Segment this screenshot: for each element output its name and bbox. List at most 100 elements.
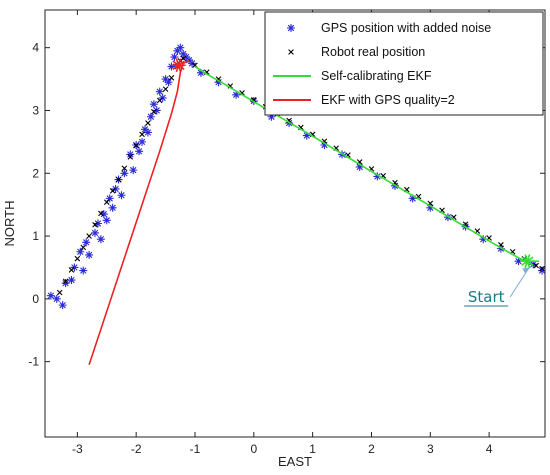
series-2 bbox=[194, 65, 540, 269]
data-point bbox=[52, 294, 61, 303]
data-point bbox=[151, 108, 157, 115]
data-point bbox=[103, 199, 110, 205]
data-point bbox=[126, 150, 135, 159]
x-tick-label: 0 bbox=[250, 442, 257, 456]
annotation-text: Start bbox=[468, 288, 505, 306]
data-point bbox=[58, 301, 67, 310]
data-point bbox=[426, 203, 435, 212]
data-point bbox=[135, 147, 144, 156]
annotation-arrowhead bbox=[522, 267, 531, 274]
data-point bbox=[355, 162, 364, 171]
data-point bbox=[56, 289, 63, 296]
data-point bbox=[96, 235, 105, 244]
data-point bbox=[80, 244, 87, 251]
legend-entry-label: Robot real position bbox=[321, 45, 425, 59]
data-point bbox=[514, 257, 523, 266]
data-point bbox=[529, 260, 538, 269]
data-point bbox=[82, 238, 91, 247]
legend-box bbox=[264, 11, 544, 116]
legend-swatch bbox=[288, 49, 294, 55]
data-point bbox=[158, 93, 167, 102]
data-point bbox=[105, 194, 114, 203]
x-tick-label: 2 bbox=[368, 442, 375, 456]
data-point bbox=[408, 194, 417, 203]
data-point bbox=[93, 219, 102, 228]
legend-swatch bbox=[287, 24, 295, 32]
x-tick-label: 4 bbox=[486, 442, 493, 456]
x-tick-label: -2 bbox=[131, 442, 142, 456]
data-point bbox=[68, 267, 75, 273]
y-tick-label: 2 bbox=[32, 166, 39, 180]
plot-frame bbox=[44, 9, 546, 438]
y-axis-label: NORTH bbox=[2, 201, 17, 247]
data-point bbox=[173, 46, 182, 55]
series-3 bbox=[88, 58, 190, 366]
data-point bbox=[161, 75, 170, 84]
x-tick-label: -3 bbox=[72, 442, 83, 456]
data-point bbox=[102, 216, 111, 225]
data-point bbox=[79, 266, 88, 275]
data-point bbox=[185, 56, 194, 65]
data-point bbox=[111, 184, 120, 193]
data-point bbox=[170, 53, 179, 62]
data-point bbox=[108, 203, 117, 212]
data-point bbox=[149, 100, 158, 109]
data-point bbox=[91, 228, 99, 237]
y-tick-label: 3 bbox=[32, 103, 39, 117]
data-point bbox=[176, 43, 185, 52]
data-point bbox=[167, 62, 176, 71]
data-point bbox=[92, 221, 98, 228]
data-point bbox=[138, 137, 147, 146]
legend-entry-label: Self-calibrating EKF bbox=[321, 69, 432, 83]
data-point bbox=[99, 210, 108, 219]
data-point bbox=[214, 78, 223, 87]
data-point bbox=[267, 112, 276, 121]
x-tick-label: 3 bbox=[427, 442, 434, 456]
series-line bbox=[178, 60, 185, 66]
start-annotation: Start bbox=[464, 267, 531, 307]
data-point bbox=[133, 142, 139, 149]
data-point bbox=[145, 120, 151, 126]
data-point bbox=[115, 176, 122, 183]
data-point bbox=[61, 279, 70, 288]
data-point bbox=[533, 262, 539, 269]
data-point bbox=[180, 55, 187, 62]
data-point bbox=[320, 141, 329, 150]
data-point bbox=[67, 276, 76, 285]
data-point bbox=[162, 86, 169, 92]
x-axis-label: EAST bbox=[278, 454, 312, 469]
x-tick-label: 1 bbox=[309, 442, 316, 456]
data-point bbox=[74, 255, 81, 262]
data-point bbox=[179, 49, 188, 58]
data-point bbox=[232, 90, 241, 99]
data-point bbox=[164, 78, 173, 87]
data-point bbox=[117, 191, 126, 200]
data-point bbox=[196, 68, 205, 77]
data-point bbox=[76, 247, 85, 256]
data-point bbox=[120, 169, 129, 178]
y-tick-label: 4 bbox=[32, 41, 39, 55]
data-point bbox=[141, 125, 149, 134]
data-point bbox=[539, 265, 545, 272]
data-point bbox=[129, 166, 138, 175]
y-tick-label: 1 bbox=[32, 229, 39, 243]
data-point bbox=[156, 97, 163, 104]
series-line bbox=[526, 256, 534, 262]
x-tick-label: -1 bbox=[190, 442, 201, 456]
data-point bbox=[46, 291, 55, 300]
data-point bbox=[182, 53, 191, 62]
y-tick-label: 0 bbox=[32, 292, 39, 306]
data-point bbox=[85, 250, 94, 259]
legend-entry-label: GPS position with added noise bbox=[321, 21, 491, 35]
data-point bbox=[127, 154, 134, 160]
data-point bbox=[146, 112, 155, 121]
data-point bbox=[538, 266, 545, 275]
data-point bbox=[86, 233, 92, 239]
legend-entry-label: EKF with GPS quality=2 bbox=[321, 93, 455, 107]
legend: GPS position with added noise Robot real … bbox=[264, 11, 544, 116]
data-point bbox=[188, 59, 197, 68]
annotation-arrow bbox=[509, 270, 528, 298]
data-point bbox=[139, 131, 145, 138]
data-point bbox=[70, 263, 79, 272]
